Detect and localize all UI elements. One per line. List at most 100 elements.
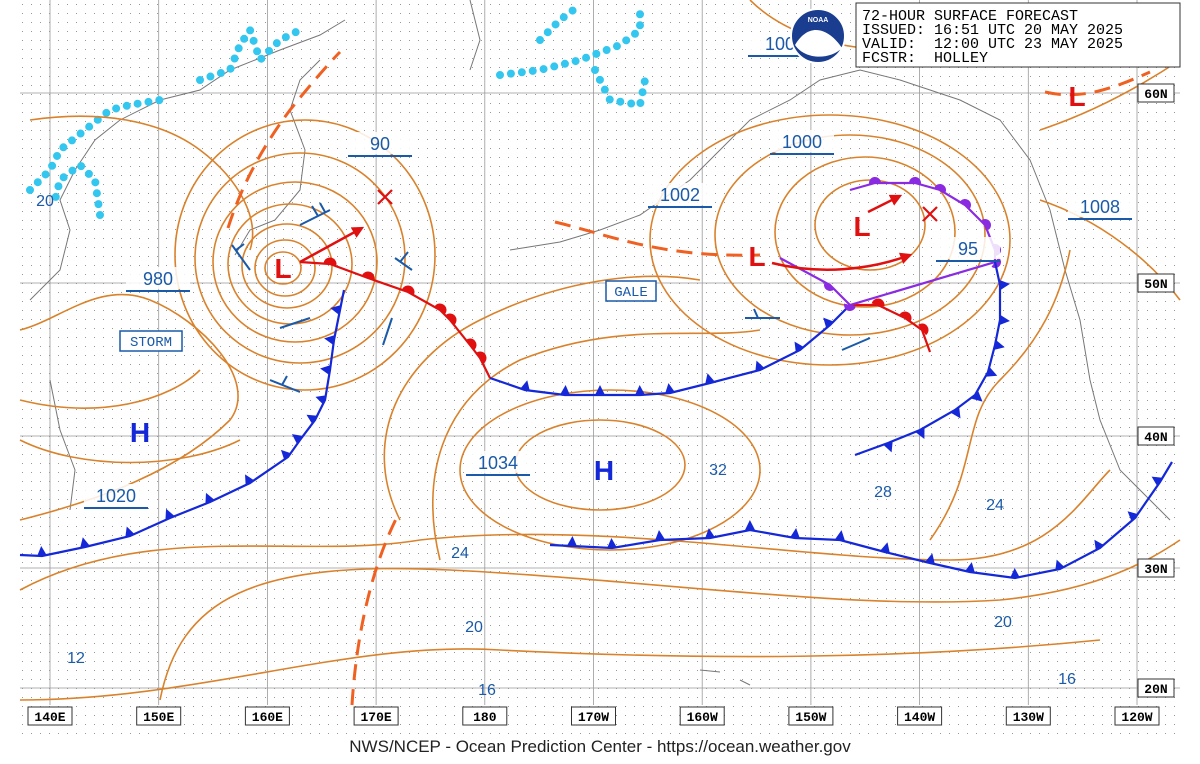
lat-label-box (1137, 426, 1175, 446)
troughs-part (554, 220, 761, 257)
cross-marks-part (377, 189, 393, 205)
fronts (19, 177, 1173, 580)
lon-label: 120W (1121, 710, 1152, 725)
wind-barbs-part (231, 243, 251, 271)
lon-label-box (462, 706, 508, 726)
isobar-label: 90 (370, 134, 390, 154)
lon-label: 170W (578, 710, 609, 725)
wind-barbs-part (269, 375, 301, 393)
sea-ice-part (51, 159, 104, 219)
header-box-part (855, 2, 1181, 68)
lon-label: 150E (143, 710, 174, 725)
header-title: 72-HOUR SURFACE FORECAST (862, 8, 1078, 25)
isobar-label: 100 (765, 34, 795, 54)
fronts-part (489, 304, 851, 397)
cross-marks (377, 189, 938, 222)
header-forecaster: FCSTR: HOLLEY (862, 50, 988, 67)
isobar-label: 1020 (96, 486, 136, 506)
isobar-label: 24 (451, 545, 469, 562)
lon-label-box (1114, 706, 1160, 726)
warnings-part (605, 280, 657, 302)
isobar-label: 1034 (478, 453, 518, 473)
wind-barbs-part (841, 337, 871, 351)
header-issued: ISSUED: 16:51 UTC 20 MAY 2025 (862, 22, 1123, 39)
fronts-part (779, 177, 1001, 311)
isobar-label-bg (936, 237, 1000, 259)
isobar-label: 1008 (1080, 197, 1120, 217)
lat-label: 30N (1144, 562, 1167, 577)
lon-label: 180 (473, 710, 497, 725)
low-center: L (853, 211, 870, 242)
troughs (226, 50, 1151, 706)
isobar-label-bg (648, 183, 712, 205)
lon-label: 150W (795, 710, 826, 725)
sea-ice-part (26, 96, 164, 194)
noaa-logo: NOAA (790, 8, 846, 64)
coordinate-labels: 140E 150E 160E 170E 180 170W 160W 150W 140W 130W 1… (27, 83, 1175, 726)
isobar-label: 1002 (660, 185, 700, 205)
pressure-centers: H H L L L L (130, 81, 1086, 486)
isobar-label: 32 (709, 462, 727, 479)
troughs-part (1044, 70, 1151, 97)
isobar-label: 95 (958, 239, 978, 259)
lon-label-box (353, 706, 399, 726)
motion-arrows (299, 194, 913, 271)
motion-arrows-part (867, 194, 903, 214)
isobar-label: 16 (1058, 671, 1076, 688)
wind-barbs-part (382, 317, 393, 346)
motion-arrows-part (771, 252, 913, 271)
wind-barbs (231, 202, 871, 393)
lat-label-box (1137, 83, 1175, 103)
sea-ice-part (591, 66, 649, 110)
isobars-part (264, 251, 302, 285)
high-center: H (594, 455, 614, 486)
coastline-part (29, 19, 346, 301)
logo-text: NOAA (808, 17, 829, 24)
cross-marks-part (922, 206, 938, 222)
fronts-part (299, 257, 491, 379)
isobar-label-bg (84, 484, 148, 506)
fronts-part (854, 261, 1010, 457)
lat-label-box (1137, 273, 1175, 293)
lon-label-box (27, 706, 73, 726)
warnings: STORM GALE (119, 280, 657, 352)
low-center: L (1068, 81, 1085, 112)
isobar-labels: 100 90 980 1000 1002 1008 95 1034 1020 20 12 24 20 16… (36, 32, 1132, 699)
lat-label: 50N (1144, 277, 1167, 292)
lon-label-box (679, 706, 725, 726)
lon-label: 140W (904, 710, 935, 725)
troughs-part (226, 50, 342, 229)
coastline-part (599, 69, 1171, 521)
coastline-part (509, 229, 601, 251)
isobar-label: 20 (465, 619, 483, 636)
isobars-part (254, 239, 316, 297)
lon-label-box (897, 706, 943, 726)
lon-label: 170E (360, 710, 391, 725)
isobar-label-bg (770, 130, 834, 152)
wind-barbs-part (394, 251, 413, 271)
isobar-label: 20 (36, 193, 54, 210)
sea-ice-part (496, 1, 644, 79)
low-center: L (274, 253, 291, 284)
isobars-part (19, 639, 1101, 701)
isobar-label-bg (348, 132, 412, 154)
noaa-logo-part (795, 30, 842, 57)
warning-label: GALE (614, 285, 648, 301)
header-box: 72-HOUR SURFACE FORECAST ISSUED: 16:51 U… (855, 2, 1181, 68)
wind-barbs-part (279, 317, 311, 329)
lat-label-box (1137, 678, 1175, 698)
lat-label: 40N (1144, 430, 1167, 445)
lon-label: 160E (252, 710, 283, 725)
lon-label: 130W (1013, 710, 1044, 725)
footer: NWS/NCEP - Ocean Prediction Center - htt… (349, 737, 851, 756)
isobar-label-bg (126, 267, 190, 289)
sea-ice-part (536, 1, 584, 44)
warnings-part (119, 330, 183, 352)
lat-label-box (1137, 558, 1175, 578)
isobar-label-bg (1068, 195, 1132, 217)
isobar-label: 16 (478, 682, 496, 699)
fronts-part (549, 461, 1173, 580)
isobar-label-bg (466, 451, 530, 473)
